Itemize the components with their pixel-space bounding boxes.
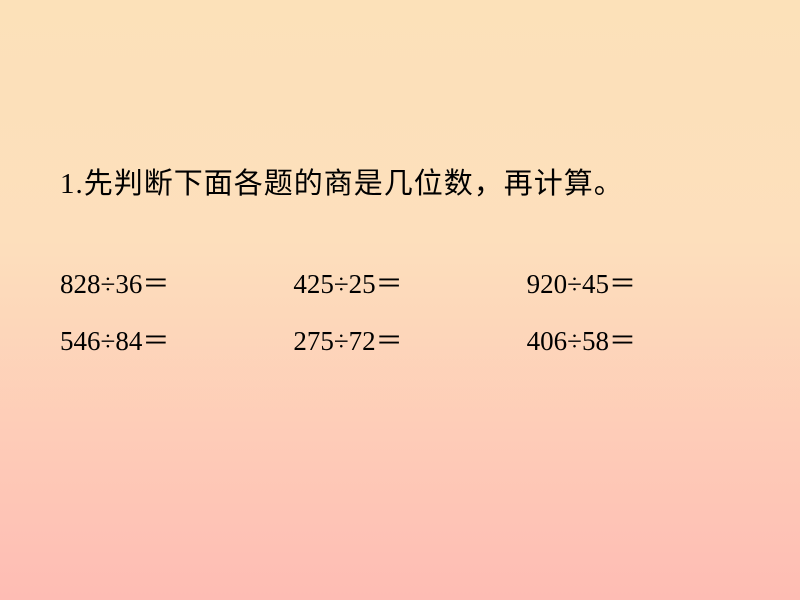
problem-item: 828÷36＝ [60, 262, 273, 301]
instruction-text: 1.先判断下面各题的商是几位数，再计算。 [60, 160, 740, 202]
problem-item: 425÷25＝ [293, 262, 506, 301]
worksheet-content: 1.先判断下面各题的商是几位数，再计算。 828÷36＝ 425÷25＝ 920… [0, 0, 800, 358]
problem-item: 275÷72＝ [293, 319, 506, 358]
problem-item: 406÷58＝ [527, 319, 740, 358]
problem-item: 920÷45＝ [527, 262, 740, 301]
problems-grid: 828÷36＝ 425÷25＝ 920÷45＝ 546÷84＝ 275÷72＝ … [60, 262, 740, 358]
problem-item: 546÷84＝ [60, 319, 273, 358]
